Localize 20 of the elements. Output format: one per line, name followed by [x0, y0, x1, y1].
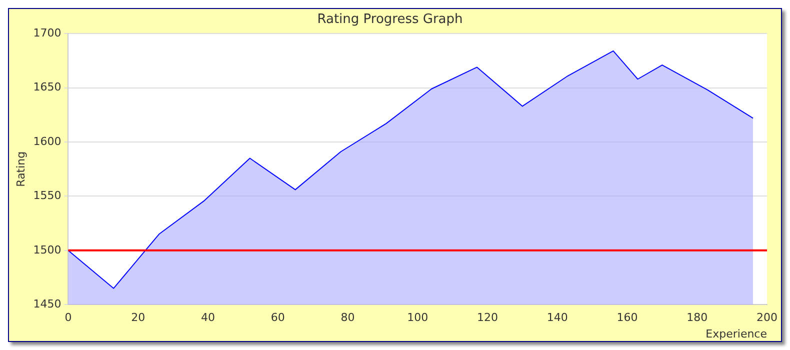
y-tick-label: 1500 — [33, 243, 62, 256]
x-tick-label: 180 — [686, 311, 708, 324]
x-tick-label: 100 — [407, 311, 428, 324]
x-tick-label: 200 — [756, 311, 778, 324]
y-tick-label: 1700 — [33, 26, 62, 40]
y-tick-label: 1550 — [33, 189, 62, 202]
x-axis-title: Experience — [706, 327, 768, 340]
x-tick-label: 140 — [546, 311, 568, 324]
chart-title: Rating Progress Graph — [317, 12, 463, 28]
x-tick-label: 80 — [340, 311, 355, 324]
x-tick-label: 120 — [476, 311, 498, 324]
x-tick-label: 60 — [270, 311, 285, 324]
y-tick-label: 1600 — [33, 134, 62, 148]
x-tick-label: 40 — [200, 311, 215, 324]
x-tick-label: 160 — [616, 311, 638, 324]
y-axis-title: Rating — [14, 151, 28, 187]
x-tick-label: 20 — [131, 311, 146, 324]
y-tick-label: 1650 — [33, 80, 62, 94]
x-tick-label: 0 — [64, 311, 72, 324]
y-tick-label: 1450 — [33, 297, 62, 310]
